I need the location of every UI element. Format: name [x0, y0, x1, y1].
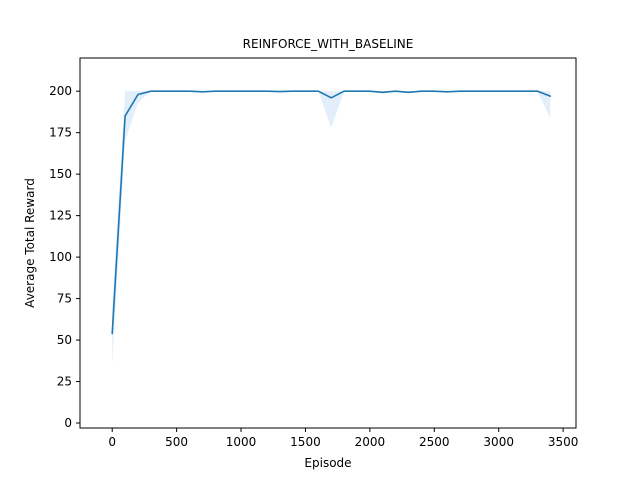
x-tick-label: 2500: [419, 435, 450, 449]
y-axis-ticks: 0 25 50 75 100 125 150 175 200: [49, 84, 80, 430]
y-tick-label: 0: [64, 416, 72, 430]
y-tick-label: 150: [49, 167, 72, 181]
y-tick-label: 25: [57, 375, 72, 389]
x-tick-label: 500: [165, 435, 188, 449]
x-axis-ticks: 0 500 1000 1500 2000 2500 3000 3500: [108, 428, 578, 449]
y-tick-label: 125: [49, 209, 72, 223]
x-axis-label: Episode: [304, 456, 351, 470]
y-tick-label: 200: [49, 84, 72, 98]
x-tick-label: 3500: [548, 435, 579, 449]
y-tick-label: 75: [57, 292, 72, 306]
x-tick-label: 1500: [290, 435, 321, 449]
chart-title: REINFORCE_WITH_BASELINE: [243, 37, 414, 51]
series-line-0: [111, 90, 552, 335]
x-tick-label: 0: [108, 435, 116, 449]
plot-frame: [79, 57, 577, 429]
x-tick-label: 2000: [355, 435, 386, 449]
x-tick-label: 1000: [226, 435, 257, 449]
x-tick-label: 3000: [483, 435, 514, 449]
series-line-layer: [111, 90, 552, 335]
y-tick-label: 50: [57, 333, 72, 347]
y-axis-label: Average Total Reward: [23, 178, 37, 308]
y-tick-label: 100: [49, 250, 72, 264]
y-tick-label: 175: [49, 126, 72, 140]
